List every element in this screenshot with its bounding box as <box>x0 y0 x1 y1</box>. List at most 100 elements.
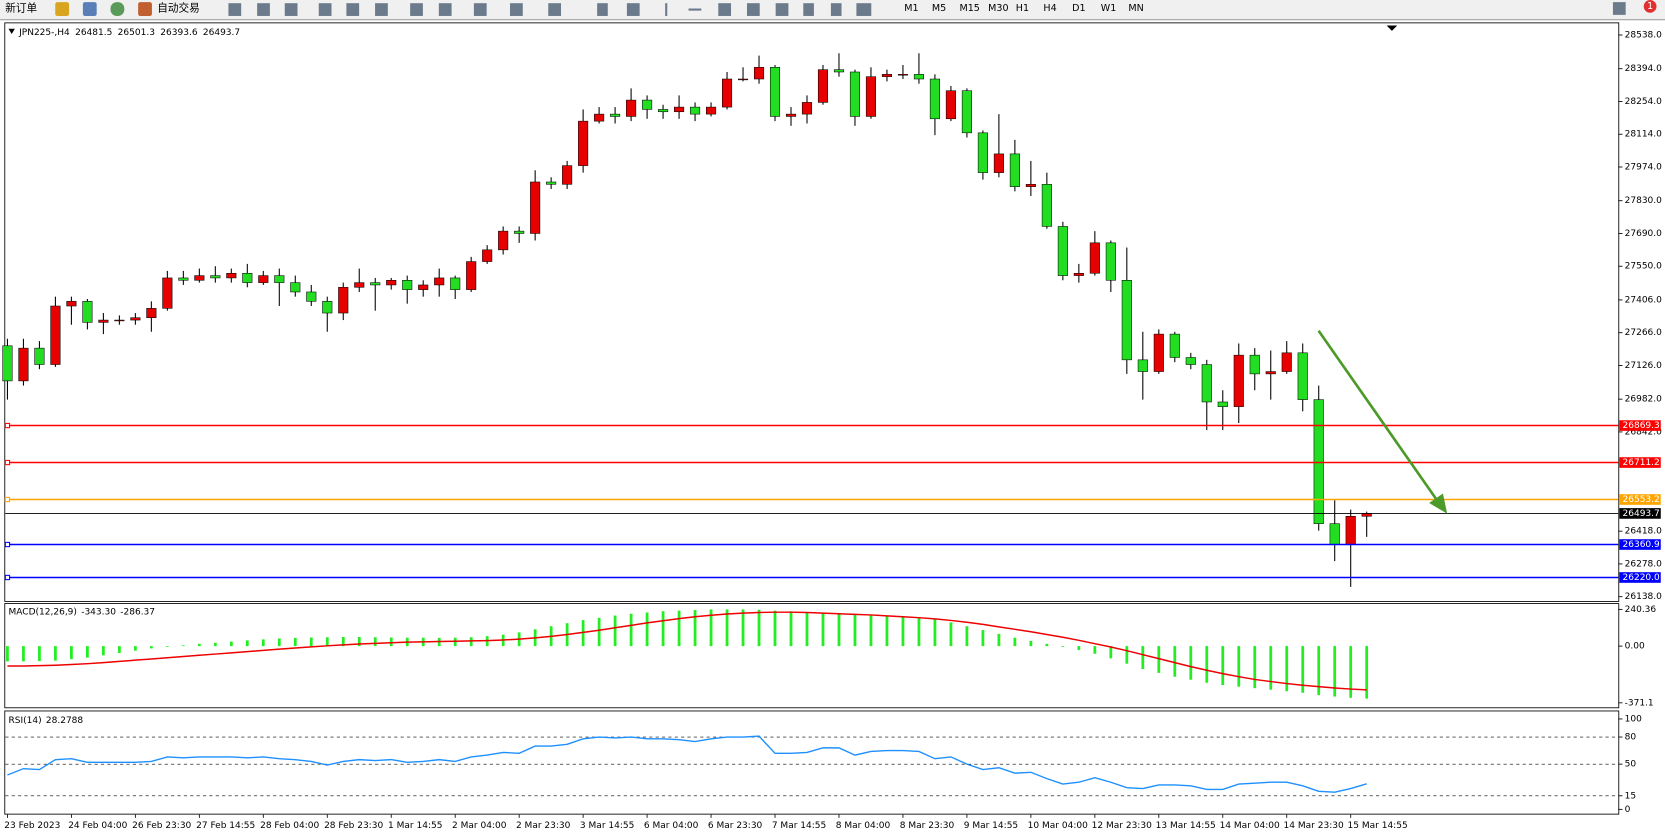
icon[interactable] <box>82 2 97 16</box>
y-tick-label: 28538.0 <box>1625 31 1663 41</box>
indicator-header: MACD(12,26,9) -343.30 -286.37 <box>9 607 156 617</box>
timeframe-button[interactable]: M5 <box>932 3 946 14</box>
icon[interactable] <box>438 3 452 16</box>
candle-body <box>322 301 333 314</box>
level-handle <box>4 541 11 548</box>
timeframe-button[interactable]: H1 <box>1016 3 1029 14</box>
macd-bar <box>885 615 889 647</box>
icon[interactable] <box>597 3 608 16</box>
level-label: 26220.0 <box>1622 573 1660 583</box>
level-tag <box>1619 420 1661 431</box>
icon[interactable] <box>318 3 332 16</box>
candle-body <box>562 165 573 185</box>
y-tick-label: 27550.0 <box>1625 262 1663 272</box>
icon[interactable] <box>856 3 872 16</box>
candle-body <box>1281 352 1292 372</box>
icon[interactable] <box>375 3 388 16</box>
search-icon[interactable] <box>1612 2 1626 15</box>
candle-body <box>1233 354 1244 407</box>
candle-body <box>514 230 525 234</box>
notification-badge[interactable] <box>1643 0 1657 13</box>
macd-bar <box>149 646 153 649</box>
y-tick-label: 50 <box>1625 760 1637 770</box>
timeframe-button[interactable]: M15 <box>959 3 979 14</box>
y-tick-label: -371.1 <box>1625 698 1654 708</box>
candle-body <box>1137 359 1148 372</box>
icon[interactable] <box>257 3 270 16</box>
level-handle <box>4 422 11 429</box>
candle-body <box>1169 333 1180 358</box>
y-tick-label: 27974.0 <box>1625 163 1663 173</box>
icon[interactable] <box>410 3 423 16</box>
notification-count: 1 <box>1647 1 1653 12</box>
icon[interactable] <box>110 2 125 16</box>
x-tick-label: 14 Mar 23:30 <box>1284 821 1344 831</box>
timeframe-button[interactable]: D1 <box>1072 3 1085 14</box>
candle-body <box>1009 153 1020 187</box>
y-tick-label: 28394.0 <box>1625 64 1663 74</box>
x-tick-label: 15 Mar 14:55 <box>1348 821 1408 831</box>
macd-bar <box>1205 646 1209 683</box>
y-tick-label: 26138.0 <box>1625 592 1663 602</box>
x-tick-label: 23 Feb 2023 <box>4 821 60 831</box>
macd-bar <box>277 638 281 647</box>
candle-body <box>386 280 397 286</box>
macd-bar <box>1061 646 1065 647</box>
timeframe-button[interactable]: W1 <box>1101 3 1117 14</box>
level-handle <box>4 496 11 503</box>
header-arrow <box>8 28 15 35</box>
icon[interactable] <box>473 3 487 16</box>
icon[interactable] <box>346 3 360 16</box>
candle-body <box>306 291 317 302</box>
macd-bar <box>1045 643 1049 647</box>
icon[interactable] <box>775 3 789 16</box>
shift-marker <box>1386 25 1398 31</box>
candle-body <box>338 287 349 314</box>
candle-body <box>354 282 365 288</box>
indicator-title: MACD(12,26,9) <box>9 607 77 617</box>
candle-body <box>1185 357 1196 365</box>
x-tick-label: 14 Mar 04:00 <box>1220 821 1280 831</box>
macd-bar <box>22 646 25 662</box>
x-tick-label: 26 Feb 23:30 <box>132 821 191 831</box>
icon[interactable] <box>55 2 70 16</box>
timeframe-button[interactable]: H4 <box>1043 3 1056 14</box>
candle-body <box>274 275 285 283</box>
macd-bar <box>373 637 377 647</box>
auto-trading-button[interactable]: 自动交易 <box>157 2 199 15</box>
icon[interactable] <box>548 3 562 16</box>
icon[interactable] <box>510 3 523 16</box>
macd-bar <box>741 609 745 647</box>
icon[interactable] <box>830 3 842 16</box>
candle-body <box>1041 184 1052 227</box>
icon[interactable] <box>284 3 298 16</box>
candle-body <box>146 308 157 318</box>
new-order-button[interactable]: 新订单 <box>5 2 37 15</box>
icon[interactable] <box>746 3 760 16</box>
candle-body <box>817 69 829 103</box>
timeframe-button[interactable]: M1 <box>904 3 918 14</box>
icon[interactable] <box>718 3 732 16</box>
candle-body <box>1153 333 1164 372</box>
macd-bar <box>597 617 601 647</box>
timeframe-button[interactable]: M30 <box>988 3 1008 14</box>
x-tick-label: 2 Mar 23:30 <box>516 821 571 831</box>
candle-body <box>258 275 269 283</box>
macd-bar <box>981 630 985 647</box>
y-tick-label: 26278.0 <box>1625 559 1663 569</box>
candle-body <box>1073 272 1084 276</box>
icon[interactable] <box>688 8 702 11</box>
macd-bar <box>1157 646 1161 673</box>
candle-body <box>530 181 541 234</box>
y-tick-label: 80 <box>1625 733 1637 743</box>
macd-bar <box>86 646 89 658</box>
icon[interactable] <box>228 3 242 16</box>
timeframe-button[interactable]: MN <box>1128 3 1143 14</box>
icon[interactable] <box>138 2 152 16</box>
arrow-head <box>1429 493 1448 514</box>
candle-body <box>162 277 173 309</box>
icon[interactable] <box>626 3 640 16</box>
icon[interactable] <box>803 3 814 16</box>
icon[interactable] <box>665 3 668 16</box>
